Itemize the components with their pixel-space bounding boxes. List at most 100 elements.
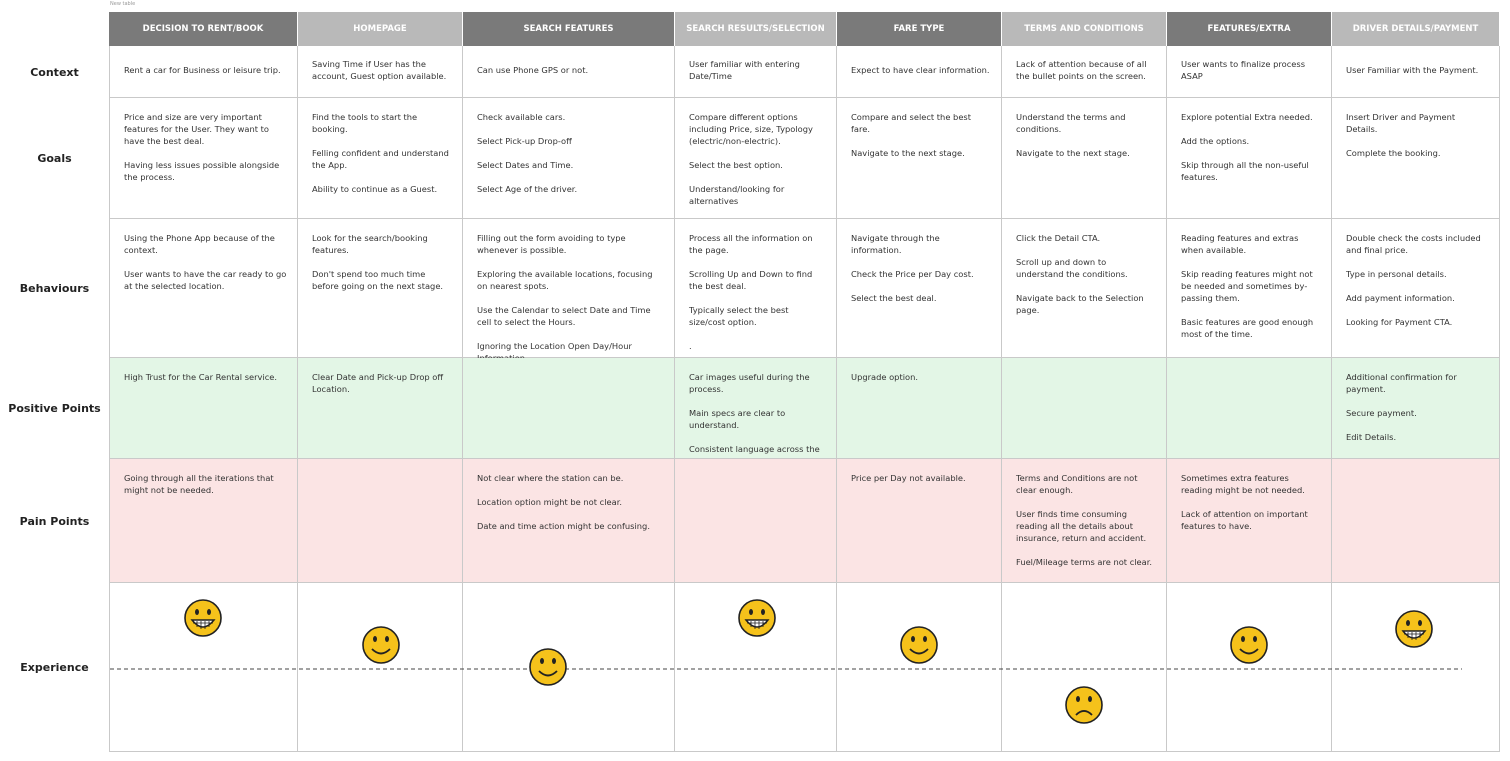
cell-text: Reading features and extras when availab… [1181, 233, 1299, 255]
cell: Insert Driver and Payment Details. Comple… [1332, 98, 1500, 219]
cell-text: Fuel/Mileage terms are not clear. [1016, 557, 1153, 567]
cell-text: User familiar with entering Date/Time [689, 58, 800, 81]
cell: Understand the terms and conditions. Navi… [1002, 98, 1167, 219]
cell-text: Navigate through the information. [851, 233, 940, 255]
cell-text: Car images useful during the process. [689, 372, 810, 394]
cell: Rent a car for Business or leisure trip. [109, 46, 298, 98]
cell-text: Don't spend too much time before going o… [312, 269, 444, 291]
cell-text: Understand/looking for alternatives [689, 184, 785, 206]
cell-text: User wants to have the car ready to go a… [124, 269, 287, 291]
column-header: DRIVER DETAILS/PAYMENT [1332, 12, 1500, 46]
cell-text: Not clear where the station can be. [477, 473, 624, 483]
cell-text: Lack of attention because of all the bul… [1016, 58, 1147, 81]
cell-text: Select Age of the driver. [477, 184, 578, 194]
cell-text: Price per Day not available. [851, 473, 966, 483]
column-header: FARE TYPE [837, 12, 1002, 46]
cell-text: Basic features are good enough most of t… [1181, 317, 1314, 339]
cell-text: Skip reading features might not be neede… [1181, 269, 1313, 303]
cell [463, 583, 675, 752]
cell-text: Scroll up and down to understand the con… [1016, 257, 1128, 279]
cell-text: Skip through all the non-useful features… [1181, 160, 1309, 182]
cell-text: Main specs are clear to understand. [689, 408, 786, 430]
cell-text: Filling out the form avoiding to type wh… [477, 233, 626, 255]
cell-text: User finds time consuming reading all th… [1016, 509, 1147, 543]
cell-text: Add the options. [1181, 136, 1250, 146]
cell: Expect to have clear information. [837, 46, 1002, 98]
cell-text: Understand the terms and conditions. [1016, 112, 1126, 134]
cell: Navigate through the information. Check t… [837, 219, 1002, 358]
row-label: Behaviours [19, 282, 90, 295]
table-note: New table [110, 1, 136, 7]
cell-text: Having less issues possible alongside th… [124, 160, 280, 182]
cell-text: Add payment information. [1346, 293, 1455, 303]
cell [109, 583, 298, 752]
row-label: Experience [20, 661, 89, 674]
cell-text: Find the tools to start the booking. [312, 112, 418, 134]
cell: Price per Day not available. [837, 459, 1002, 583]
cell [1167, 358, 1332, 459]
cell-text: Saving Time if User has the account, Gue… [312, 58, 447, 81]
cell-text: Double check the costs included and fina… [1346, 233, 1481, 255]
cell: User wants to finalize process ASAP [1167, 46, 1332, 98]
cell [1332, 583, 1500, 752]
cell-text: Sometimes extra features reading might b… [1181, 473, 1305, 495]
cell-text: Using the Phone App because of the conte… [124, 233, 275, 255]
cell [1002, 583, 1167, 752]
emotion-icon [1231, 627, 1267, 663]
cell: Double check the costs included and fina… [1332, 219, 1500, 358]
cell: Lack of attention because of all the bul… [1002, 46, 1167, 98]
row-label: Positive Points [8, 402, 101, 415]
cell-text: Type in personal details. [1346, 269, 1447, 279]
cell-text: Expect to have clear information. [851, 64, 990, 75]
cell [675, 459, 837, 583]
cell: Not clear where the station can be. Locat… [463, 459, 675, 583]
column-header: FEATURES/EXTRA [1167, 12, 1332, 46]
cell: Look for the search/booking features. Don… [298, 219, 463, 358]
cell-text: Upgrade option. [851, 372, 918, 382]
cell-text: Navigate to the next stage. [851, 148, 965, 158]
cell [1167, 583, 1332, 752]
cell-text: Select the best option. [689, 160, 783, 170]
column-header: SEARCH FEATURES [463, 12, 675, 46]
column-header: HOMEPAGE [298, 12, 463, 46]
cell-text: Rent a car for Business or leisure trip. [124, 64, 281, 75]
cell-text: Felling confident and understand the App… [312, 148, 449, 170]
cell: Check available cars. Select Pick-up Drop… [463, 98, 675, 219]
cell-text: Use the Calendar to select Date and Time… [477, 305, 651, 327]
cell-text: Ability to continue as a Guest. [312, 184, 438, 194]
cell: Terms and Conditions are not clear enoug… [1002, 459, 1167, 583]
cell-text: Going through all the iterations that mi… [124, 473, 274, 495]
cell-text: Complete the booking. [1346, 148, 1441, 158]
cell: User Familiar with the Payment. [1332, 46, 1500, 98]
cell-text: Exploring the available locations, focus… [477, 269, 653, 291]
cell-text: Typically select the best size/cost opti… [689, 305, 789, 327]
cell-text: Secure payment. [1346, 408, 1417, 418]
cell: Click the Detail CTA. Scroll up and down … [1002, 219, 1167, 358]
column-header: TERMS AND CONDITIONS [1002, 12, 1167, 46]
cell-text: Select the best deal. [851, 293, 937, 303]
cell: Using the Phone App because of the conte… [109, 219, 298, 358]
cell: Filling out the form avoiding to type wh… [463, 219, 675, 363]
emotion-icon [363, 627, 399, 663]
cell-text: Navigate to the next stage. [1016, 148, 1130, 158]
cell [298, 459, 463, 583]
cell-text: Select Pick-up Drop-off [477, 136, 572, 146]
row-label: Pain Points [19, 514, 90, 528]
emotion-icon [739, 600, 775, 636]
cell: Process all the information on the page.… [675, 219, 837, 358]
cell: High Trust for the Car Rental service. [109, 358, 298, 459]
cell-text: Can use Phone GPS or not. [477, 64, 589, 75]
cell-text: Select Dates and Time. [477, 160, 574, 170]
row-label: Goals [37, 152, 72, 165]
cell-text: High Trust for the Car Rental service. [124, 372, 278, 382]
cell: Compare and select the best fare. Navigat… [837, 98, 1002, 219]
column-header: DECISION TO RENT/BOOK [109, 12, 298, 46]
cell [1002, 358, 1167, 459]
emotion-icon [530, 649, 566, 685]
cell-text: Process all the information on the page. [689, 233, 813, 255]
cell-text: Additional confirmation for payment. [1346, 372, 1457, 394]
cell: Going through all the iterations that mi… [109, 459, 298, 583]
cell-text: Edit Details. [1346, 432, 1397, 442]
row-label: Context [30, 65, 79, 79]
